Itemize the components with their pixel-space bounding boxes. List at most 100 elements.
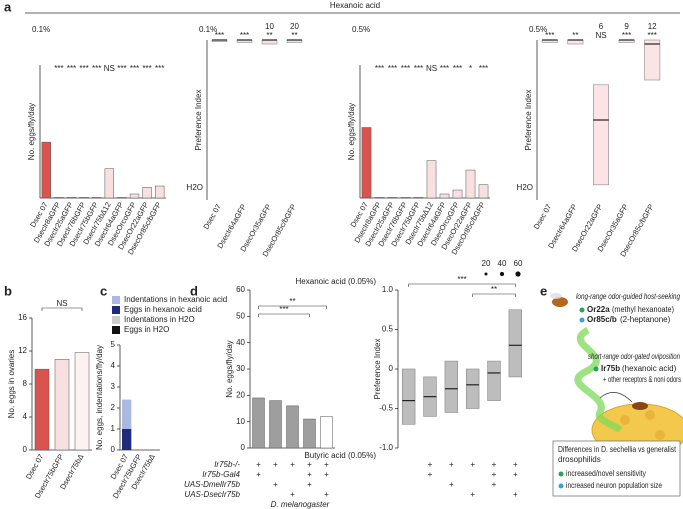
bar bbox=[387, 197, 398, 199]
y-tick-label: 0 bbox=[111, 445, 116, 454]
legend-label: Indentations in hexanoic acid bbox=[124, 295, 227, 304]
panel-letter: d bbox=[190, 283, 198, 298]
bracket bbox=[258, 313, 310, 317]
legend-swatch bbox=[112, 306, 120, 314]
stimulus-label: H2O bbox=[517, 183, 533, 192]
significance: ** bbox=[266, 31, 272, 40]
y-tick-label: 2 bbox=[111, 403, 116, 412]
significance: NS bbox=[104, 64, 115, 73]
size-legend-label: 60 bbox=[514, 259, 523, 268]
y-tick-label: 0 bbox=[241, 443, 246, 452]
x-tick-label: Dsec 07 bbox=[201, 202, 223, 230]
y-tick-label: 1.0 bbox=[382, 285, 394, 294]
genotype-mark: + bbox=[256, 460, 261, 469]
y-axis-label: No. eggs/fly/day bbox=[225, 340, 234, 397]
genotype-mark: + bbox=[307, 460, 312, 469]
n-label: 10 bbox=[265, 22, 274, 31]
bullet bbox=[593, 366, 599, 372]
bracket bbox=[408, 283, 516, 287]
box bbox=[508, 309, 523, 378]
genotype-label: UAS-DmelIr75b bbox=[184, 480, 241, 489]
species-label: D. melanogaster bbox=[271, 500, 330, 509]
bar bbox=[400, 197, 411, 199]
genotype-mark: + bbox=[324, 490, 329, 499]
size-legend-label: 40 bbox=[498, 259, 507, 268]
significance: *** bbox=[130, 64, 139, 73]
bar bbox=[286, 405, 299, 449]
bar bbox=[104, 168, 114, 199]
legend-swatch bbox=[112, 326, 120, 334]
n-label: 9 bbox=[624, 22, 629, 31]
significance: *** bbox=[622, 31, 631, 40]
y-tick-label: 60 bbox=[236, 285, 245, 294]
y-tick-label: 30 bbox=[236, 364, 245, 373]
label: (2-heptanone) bbox=[620, 315, 671, 324]
genotype-mark: + bbox=[273, 460, 278, 469]
stimulus-label: H2O bbox=[187, 183, 203, 192]
genotype-label: Ir75b-/- bbox=[214, 460, 240, 469]
bar bbox=[361, 127, 372, 199]
fly-wing bbox=[550, 293, 562, 299]
legend-swatch bbox=[112, 296, 120, 304]
y-tick-label: 1 bbox=[111, 424, 116, 433]
genotype-mark: + bbox=[492, 480, 497, 489]
bar bbox=[142, 187, 152, 199]
y-tick-label: -1.0 bbox=[379, 443, 393, 452]
bar bbox=[269, 400, 282, 449]
significance: *** bbox=[215, 31, 224, 40]
bar bbox=[117, 197, 127, 199]
panel-letter: e bbox=[540, 283, 547, 298]
concentration-label: 0.5% bbox=[352, 25, 370, 34]
box-item: increased/novel sensitivity bbox=[566, 469, 646, 478]
genotype-mark: + bbox=[256, 470, 261, 479]
label: + other receptors & noni odors bbox=[603, 375, 681, 384]
legend-box bbox=[552, 440, 681, 497]
significance: *** bbox=[388, 64, 397, 73]
y-axis-label: No. eggs, indentations/fly/day bbox=[95, 345, 104, 450]
y-tick-label: 40 bbox=[236, 338, 245, 347]
bullet bbox=[558, 483, 564, 489]
concentration-label: 0.1% bbox=[32, 25, 50, 34]
significance: *** bbox=[479, 64, 488, 73]
y-tick-label: 4 bbox=[23, 412, 28, 421]
genotype-mark: + bbox=[513, 460, 518, 469]
genotype-mark: + bbox=[449, 460, 454, 469]
y-tick-label: 5 bbox=[111, 340, 116, 349]
significance: *** bbox=[155, 64, 164, 73]
label: long-range odor-guided host-seeking bbox=[576, 292, 680, 301]
genotype-mark: + bbox=[513, 470, 518, 479]
genotype-mark: + bbox=[449, 480, 454, 489]
box bbox=[487, 360, 501, 401]
y-axis-label: Preference Index bbox=[194, 90, 203, 151]
legend-swatch bbox=[112, 316, 120, 324]
box-item: increased neuron population size bbox=[566, 481, 662, 490]
label: (hexanoic acid) bbox=[622, 364, 677, 373]
bar bbox=[452, 189, 463, 199]
y-tick-label: 8 bbox=[23, 379, 28, 388]
fruit-bump bbox=[620, 415, 630, 425]
concentration-label: 0.5% bbox=[529, 25, 547, 34]
y-tick-label: 0 bbox=[23, 445, 28, 454]
y-axis-label: No. eggs in ovaries bbox=[7, 350, 16, 418]
n-label: 20 bbox=[290, 22, 299, 31]
genotype-mark: + bbox=[324, 460, 329, 469]
significance: *** bbox=[401, 64, 410, 73]
genotype-mark: + bbox=[290, 460, 295, 469]
significance: *** bbox=[92, 64, 101, 73]
bullet bbox=[558, 471, 564, 477]
box bbox=[401, 368, 416, 425]
n-label: 6 bbox=[599, 22, 604, 31]
significance: *** bbox=[457, 275, 466, 284]
significance: *** bbox=[453, 64, 462, 73]
bar bbox=[74, 352, 90, 451]
box-title: drosophilids bbox=[558, 455, 601, 464]
y-axis-label: No. eggs/fly/day bbox=[347, 103, 356, 160]
receptor: Ir75b bbox=[601, 364, 620, 373]
significance: ** bbox=[289, 297, 295, 306]
genotype-mark: + bbox=[273, 480, 278, 489]
significance: *** bbox=[67, 64, 76, 73]
genotype-mark: + bbox=[492, 460, 497, 469]
significance: * bbox=[469, 64, 472, 73]
significance: NS bbox=[426, 64, 437, 73]
genotype-mark: + bbox=[290, 490, 295, 499]
